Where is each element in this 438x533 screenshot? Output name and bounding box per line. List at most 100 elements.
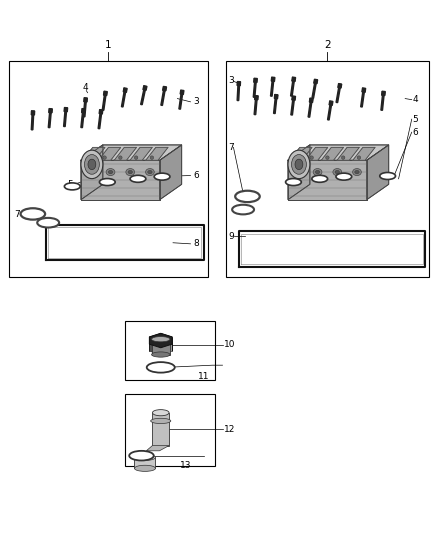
Polygon shape [81,145,182,160]
Ellipse shape [353,168,361,175]
Ellipse shape [232,205,254,214]
Polygon shape [160,145,182,200]
Bar [152,339,170,354]
Ellipse shape [312,175,328,182]
Polygon shape [143,86,147,90]
Text: 6: 6 [412,128,418,136]
Text: 2: 2 [324,39,331,50]
Polygon shape [381,91,385,95]
Polygon shape [291,100,294,115]
Polygon shape [308,102,312,117]
Ellipse shape [86,168,95,175]
Ellipse shape [335,171,339,174]
Bar [134,457,155,469]
Polygon shape [114,147,137,160]
Polygon shape [237,82,240,86]
Ellipse shape [21,208,45,220]
Polygon shape [121,92,126,107]
Text: 4: 4 [83,83,88,92]
Polygon shape [123,88,127,92]
Ellipse shape [81,150,103,179]
Polygon shape [102,95,106,110]
Polygon shape [84,98,87,102]
Polygon shape [292,77,296,82]
Text: 1: 1 [105,39,112,50]
Polygon shape [49,109,52,113]
Bar [9,61,208,278]
Ellipse shape [235,191,260,202]
Polygon shape [362,88,366,92]
Text: 8: 8 [193,239,199,248]
Polygon shape [288,145,389,160]
Polygon shape [360,92,364,107]
Polygon shape [83,147,105,160]
Ellipse shape [130,175,146,182]
Ellipse shape [64,183,80,190]
Polygon shape [64,108,67,112]
Ellipse shape [99,179,115,185]
Circle shape [294,156,298,159]
Polygon shape [161,333,172,344]
Polygon shape [146,147,168,160]
Polygon shape [81,160,160,200]
Polygon shape [290,81,294,96]
Ellipse shape [152,336,170,342]
Polygon shape [83,102,86,117]
Text: 12: 12 [224,425,236,434]
Text: 9: 9 [228,232,234,241]
Polygon shape [309,98,313,102]
Ellipse shape [333,168,342,175]
Polygon shape [290,147,312,160]
Bar [226,61,429,278]
Ellipse shape [292,155,307,174]
Polygon shape [338,84,342,88]
Bar [125,393,215,466]
Circle shape [119,156,122,159]
Text: 5: 5 [67,180,73,189]
Ellipse shape [152,352,170,357]
Polygon shape [161,91,165,106]
Ellipse shape [295,159,303,169]
Polygon shape [237,85,240,101]
Polygon shape [337,147,359,160]
Ellipse shape [151,418,171,424]
Ellipse shape [88,159,96,169]
Polygon shape [81,145,103,200]
Ellipse shape [315,171,320,174]
Polygon shape [162,86,166,91]
Ellipse shape [108,171,113,174]
Polygon shape [288,160,367,200]
Polygon shape [149,344,161,355]
Text: 7: 7 [14,210,20,219]
Polygon shape [180,90,184,94]
Polygon shape [305,147,328,160]
Polygon shape [48,112,51,128]
Text: 3: 3 [228,76,234,85]
Circle shape [326,156,329,159]
Polygon shape [254,78,257,83]
Circle shape [103,156,106,159]
Polygon shape [161,344,172,355]
Circle shape [134,156,138,159]
Ellipse shape [126,168,134,175]
Ellipse shape [148,171,152,174]
Polygon shape [271,77,275,82]
Ellipse shape [145,168,154,175]
Polygon shape [353,147,375,160]
Ellipse shape [336,173,352,180]
Ellipse shape [134,454,155,461]
Polygon shape [179,94,183,109]
Ellipse shape [152,410,169,416]
Ellipse shape [134,465,155,471]
Ellipse shape [380,173,396,180]
Ellipse shape [129,451,154,461]
Ellipse shape [355,171,359,174]
Polygon shape [81,112,84,128]
Polygon shape [367,145,389,200]
Polygon shape [31,115,34,130]
Polygon shape [254,100,257,115]
Text: 7: 7 [228,143,234,152]
Bar [125,321,215,381]
Polygon shape [381,95,384,110]
Polygon shape [146,446,169,451]
